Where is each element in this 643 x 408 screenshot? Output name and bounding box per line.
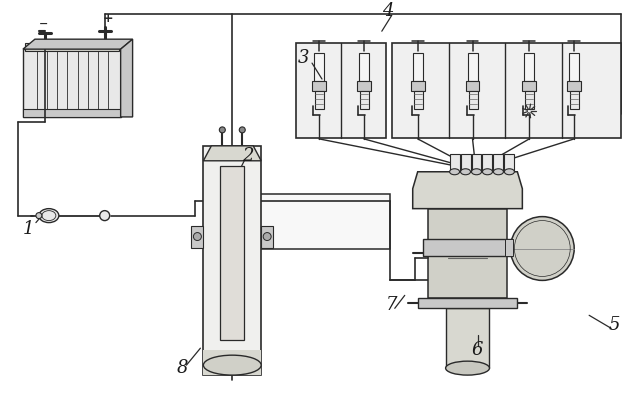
Circle shape (100, 211, 110, 221)
Bar (360, 91, 369, 109)
Bar (469, 91, 478, 109)
Bar (460, 154, 471, 172)
Bar (23, 49, 121, 117)
Bar (192, 226, 203, 248)
Text: 3: 3 (297, 49, 309, 67)
Bar (505, 239, 513, 257)
Bar (261, 226, 273, 248)
Polygon shape (23, 39, 132, 49)
Bar (482, 154, 493, 172)
Bar (471, 154, 482, 172)
Bar (413, 91, 422, 109)
Bar (567, 81, 581, 91)
Circle shape (239, 127, 245, 133)
Bar (392, 43, 621, 138)
Text: −: − (39, 19, 48, 29)
Bar (315, 91, 324, 109)
Text: 1: 1 (23, 220, 35, 237)
Text: 6: 6 (472, 341, 484, 359)
Text: 7: 7 (386, 296, 397, 314)
Polygon shape (413, 172, 522, 208)
Polygon shape (121, 39, 132, 117)
Bar (413, 53, 422, 81)
Bar (504, 154, 514, 172)
Bar (428, 208, 507, 298)
Text: 4: 4 (382, 2, 394, 20)
Text: 5: 5 (608, 316, 620, 334)
Ellipse shape (203, 355, 261, 375)
Ellipse shape (446, 361, 489, 375)
Bar (467, 53, 478, 81)
Bar (524, 53, 534, 81)
Polygon shape (203, 146, 261, 161)
Circle shape (511, 217, 574, 280)
Ellipse shape (482, 169, 493, 175)
Ellipse shape (471, 169, 482, 175)
Bar (357, 81, 371, 91)
Bar (525, 91, 534, 109)
Bar (569, 53, 579, 81)
Bar (522, 81, 536, 91)
Text: 2: 2 (242, 147, 254, 165)
Bar (446, 308, 489, 368)
Bar (359, 53, 369, 81)
Ellipse shape (39, 208, 59, 223)
Ellipse shape (504, 169, 514, 175)
Ellipse shape (449, 169, 460, 175)
Bar (449, 154, 460, 172)
Bar (296, 43, 386, 138)
Text: +: + (103, 12, 113, 25)
Circle shape (194, 233, 201, 241)
Bar (493, 154, 503, 172)
Bar (570, 91, 579, 109)
Bar (466, 81, 480, 91)
Circle shape (36, 213, 42, 219)
Bar (203, 146, 261, 375)
Bar (221, 166, 244, 340)
Bar (314, 53, 324, 81)
Bar (25, 43, 119, 51)
Bar (418, 298, 518, 308)
Bar (411, 81, 424, 91)
Bar (260, 194, 390, 248)
Bar (312, 81, 326, 91)
Text: 8: 8 (177, 359, 188, 377)
Circle shape (263, 233, 271, 241)
Ellipse shape (493, 169, 503, 175)
Ellipse shape (460, 169, 471, 175)
Circle shape (219, 127, 225, 133)
Bar (203, 350, 261, 375)
Bar (422, 239, 512, 257)
Bar (23, 109, 121, 117)
